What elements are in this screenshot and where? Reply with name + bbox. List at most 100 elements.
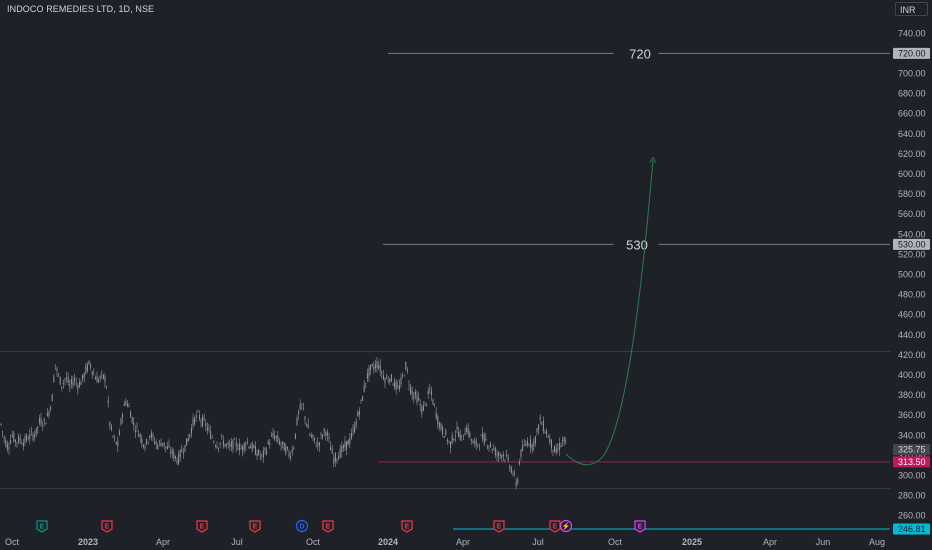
candle-body[interactable] (475, 439, 477, 446)
candle-body[interactable] (146, 439, 148, 444)
candle-body[interactable] (509, 465, 511, 469)
candle-body[interactable] (282, 441, 284, 444)
candle-body[interactable] (533, 440, 535, 447)
candle-body[interactable] (320, 434, 322, 435)
candle-body[interactable] (418, 397, 420, 401)
candle-body[interactable] (206, 427, 208, 431)
candle-body[interactable] (147, 442, 149, 444)
candle-body[interactable] (502, 454, 504, 457)
candle-body[interactable] (483, 434, 485, 444)
candle-body[interactable] (83, 373, 85, 379)
candle-body[interactable] (333, 457, 335, 464)
candle-body[interactable] (160, 442, 162, 447)
candle-body[interactable] (374, 364, 376, 369)
candle-body[interactable] (214, 445, 216, 447)
candle-body[interactable] (149, 435, 151, 438)
candle-body[interactable] (558, 443, 560, 450)
candle-body[interactable] (486, 446, 488, 448)
candle-body[interactable] (64, 378, 66, 380)
candle-body[interactable] (21, 443, 23, 445)
candle-body[interactable] (88, 360, 90, 365)
candle-body[interactable] (117, 440, 119, 447)
candle-body[interactable] (280, 444, 282, 446)
earnings-marker[interactable] (196, 520, 208, 533)
candle-body[interactable] (237, 448, 239, 450)
candle-body[interactable] (456, 426, 458, 430)
candle-body[interactable] (438, 422, 440, 428)
candle-body[interactable] (446, 439, 448, 442)
candle-body[interactable] (266, 450, 268, 454)
candle-body[interactable] (424, 401, 426, 403)
candle-body[interactable] (341, 445, 343, 452)
candle-body[interactable] (534, 436, 536, 443)
candle-body[interactable] (474, 441, 476, 444)
candle-body[interactable] (6, 444, 8, 450)
candle-body[interactable] (198, 415, 200, 420)
candle-body[interactable] (112, 435, 114, 437)
symbol-title[interactable]: INDOCO REMEDIES LTD, 1D, NSE (7, 4, 155, 14)
candle-body[interactable] (387, 380, 389, 382)
candle-body[interactable] (346, 441, 348, 450)
candle-body[interactable] (304, 416, 306, 420)
candle-body[interactable] (536, 428, 538, 432)
candle-body[interactable] (261, 454, 263, 456)
candle-body[interactable] (298, 411, 300, 414)
candle-body[interactable] (405, 361, 407, 370)
candle-body[interactable] (178, 454, 180, 464)
candle-body[interactable] (179, 450, 181, 458)
candle-body[interactable] (250, 446, 252, 449)
candle-body[interactable] (454, 435, 456, 437)
candle-body[interactable] (434, 404, 436, 406)
candle-body[interactable] (104, 376, 106, 383)
candle-body[interactable] (315, 445, 317, 447)
dividend-marker[interactable] (295, 519, 309, 533)
candle-body[interactable] (45, 422, 47, 425)
candle-body[interactable] (400, 378, 402, 385)
candle-body[interactable] (251, 443, 253, 451)
candle-body[interactable] (386, 377, 388, 379)
candle-body[interactable] (506, 454, 508, 457)
candle-body[interactable] (90, 364, 92, 368)
candle-body[interactable] (518, 461, 520, 465)
candle-body[interactable] (274, 435, 276, 440)
candle-body[interactable] (26, 435, 28, 440)
candle-body[interactable] (118, 431, 120, 436)
candle-body[interactable] (56, 368, 58, 372)
candle-body[interactable] (530, 439, 532, 448)
candle-body[interactable] (227, 442, 229, 445)
candle-body[interactable] (469, 432, 471, 437)
candle-body[interactable] (477, 444, 479, 446)
candle-body[interactable] (302, 408, 304, 409)
candle-body[interactable] (325, 432, 327, 436)
candle-body[interactable] (29, 433, 31, 439)
candle-body[interactable] (557, 448, 559, 450)
candle-body[interactable] (384, 378, 386, 384)
candle-body[interactable] (442, 427, 444, 435)
candle-body[interactable] (440, 423, 442, 430)
candle-body[interactable] (230, 442, 232, 447)
candle-body[interactable] (368, 367, 370, 377)
candle-body[interactable] (392, 384, 394, 386)
candle-body[interactable] (150, 432, 152, 438)
earnings-marker[interactable] (249, 520, 261, 533)
candle-body[interactable] (0, 423, 2, 425)
candle-body[interactable] (286, 446, 288, 449)
candle-body[interactable] (176, 460, 178, 464)
candle-body[interactable] (174, 455, 176, 459)
candle-body[interactable] (334, 453, 336, 462)
candle-body[interactable] (410, 386, 412, 394)
candle-body[interactable] (414, 391, 416, 396)
candle-body[interactable] (46, 413, 48, 417)
candle-body[interactable] (526, 440, 528, 446)
candle-body[interactable] (514, 472, 516, 474)
candle-body[interactable] (86, 364, 88, 371)
candle-body[interactable] (485, 438, 487, 441)
candle-body[interactable] (445, 430, 447, 435)
candle-body[interactable] (499, 454, 501, 456)
candle-body[interactable] (181, 449, 183, 452)
candle-body[interactable] (98, 379, 100, 382)
candle-body[interactable] (61, 386, 63, 388)
candle-body[interactable] (216, 445, 218, 449)
candle-body[interactable] (269, 442, 271, 445)
candle-body[interactable] (123, 403, 125, 406)
